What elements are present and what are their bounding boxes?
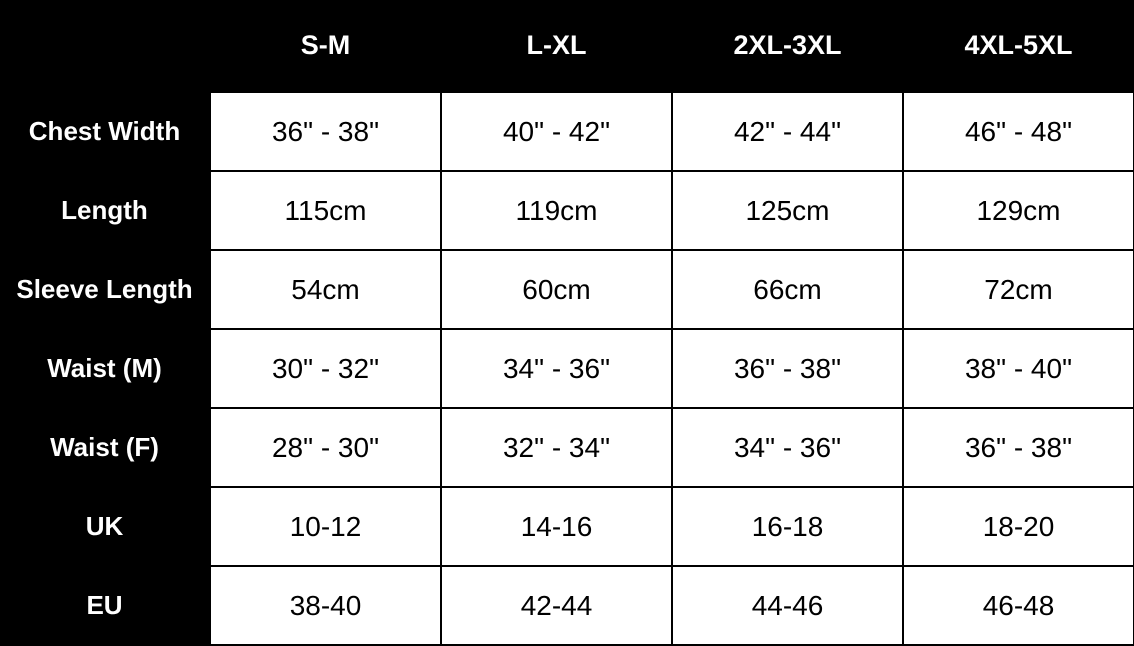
cell-length-s-m: 115cm [209,170,442,251]
cell-uk-4xl-5xl: 18-20 [902,486,1134,567]
row-header-waist-f: Waist (F) [0,408,210,487]
cell-waist-m-l-xl: 34" - 36" [440,328,673,409]
cell-sleeve-length-s-m: 54cm [209,249,442,330]
cell-waist-f-2xl-3xl: 34" - 36" [671,407,904,488]
table-row-sleeve-length: Sleeve Length 54cm 60cm 66cm 72cm [0,249,1134,330]
table-row-waist-m: Waist (M) 30" - 32" 34" - 36" 36" - 38" … [0,328,1134,409]
cell-waist-m-s-m: 30" - 32" [209,328,442,409]
cell-uk-l-xl: 14-16 [440,486,673,567]
table-row-chest-width: Chest Width 36" - 38" 40" - 42" 42" - 44… [0,91,1134,172]
row-header-uk: UK [0,487,210,566]
cell-waist-f-l-xl: 32" - 34" [440,407,673,488]
table-row-eu: EU 38-40 42-44 44-46 46-48 [0,565,1134,646]
table-row-length: Length 115cm 119cm 125cm 129cm [0,170,1134,251]
row-header-waist-m: Waist (M) [0,329,210,408]
header-row: S-M L-XL 2XL-3XL 4XL-5XL [0,0,1134,92]
cell-waist-m-4xl-5xl: 38" - 40" [902,328,1134,409]
cell-sleeve-length-4xl-5xl: 72cm [902,249,1134,330]
cell-sleeve-length-l-xl: 60cm [440,249,673,330]
cell-chest-width-4xl-5xl: 46" - 48" [902,91,1134,172]
column-header-4xl-5xl: 4XL-5XL [903,0,1134,92]
cell-length-2xl-3xl: 125cm [671,170,904,251]
cell-uk-s-m: 10-12 [209,486,442,567]
cell-chest-width-2xl-3xl: 42" - 44" [671,91,904,172]
table-row-waist-f: Waist (F) 28" - 30" 32" - 34" 34" - 36" … [0,407,1134,488]
cell-chest-width-s-m: 36" - 38" [209,91,442,172]
cell-waist-f-4xl-5xl: 36" - 38" [902,407,1134,488]
cell-uk-2xl-3xl: 16-18 [671,486,904,567]
cell-length-l-xl: 119cm [440,170,673,251]
table-row-uk: UK 10-12 14-16 16-18 18-20 [0,486,1134,567]
row-header-length: Length [0,171,210,250]
cell-eu-4xl-5xl: 46-48 [902,565,1134,646]
cell-chest-width-l-xl: 40" - 42" [440,91,673,172]
cell-waist-m-2xl-3xl: 36" - 38" [671,328,904,409]
row-header-sleeve-length: Sleeve Length [0,250,210,329]
cell-eu-2xl-3xl: 44-46 [671,565,904,646]
cell-eu-l-xl: 42-44 [440,565,673,646]
corner-cell [0,0,210,92]
row-header-chest-width: Chest Width [0,92,210,171]
column-header-2xl-3xl: 2XL-3XL [672,0,903,92]
cell-sleeve-length-2xl-3xl: 66cm [671,249,904,330]
row-header-eu: EU [0,566,210,645]
cell-length-4xl-5xl: 129cm [902,170,1134,251]
column-header-l-xl: L-XL [441,0,672,92]
cell-waist-f-s-m: 28" - 30" [209,407,442,488]
cell-eu-s-m: 38-40 [209,565,442,646]
column-header-s-m: S-M [210,0,441,92]
